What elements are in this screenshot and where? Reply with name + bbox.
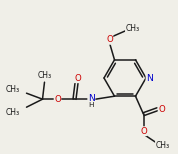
Text: CH₃: CH₃ [5,108,20,117]
Text: H: H [89,102,94,108]
Text: CH₃: CH₃ [125,24,140,33]
Text: N: N [88,94,95,103]
Text: N: N [146,73,153,83]
Text: CH₃: CH₃ [37,71,52,80]
Text: O: O [74,74,81,83]
Text: O: O [106,35,113,44]
Text: CH₃: CH₃ [155,141,170,150]
Text: O: O [158,105,165,114]
Text: CH₃: CH₃ [5,85,20,94]
Text: O: O [54,95,61,104]
Text: O: O [140,127,147,136]
